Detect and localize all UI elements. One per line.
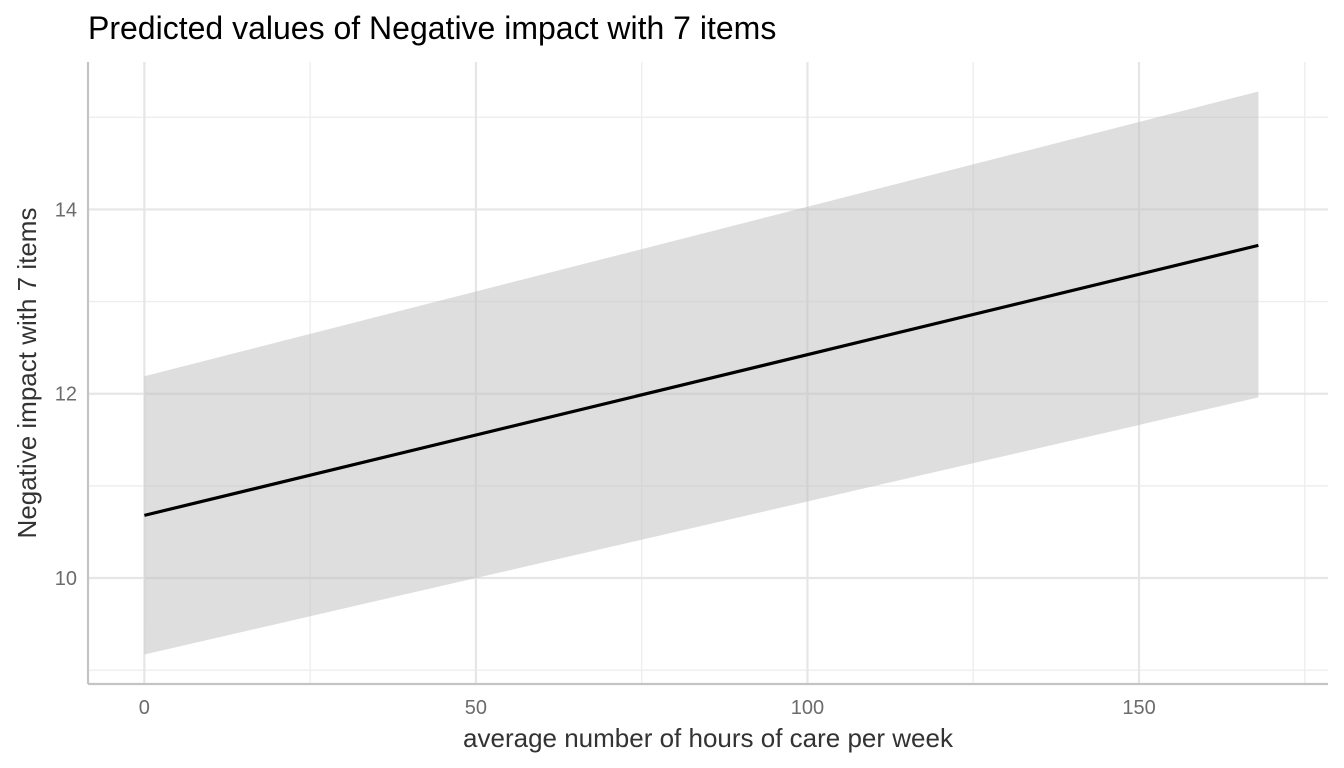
y-axis-label: Negative impact with 7 items (12, 208, 42, 539)
x-tick-label-150: 150 (1122, 697, 1155, 719)
y-tick-label-10: 10 (55, 568, 77, 590)
y-tick-labels: 10 12 14 (55, 199, 77, 590)
x-tick-labels: 0 50 100 150 (139, 697, 1156, 719)
confidence-band-layer (144, 91, 1259, 655)
confidence-band-0 (144, 91, 1259, 655)
x-tick-label-100: 100 (791, 697, 824, 719)
axes (86, 62, 1328, 686)
y-tick-label-14: 14 (55, 199, 77, 221)
chart-title: Predicted values of Negative impact with… (88, 10, 776, 46)
x-tick-label-0: 0 (139, 697, 150, 719)
y-tick-label-12: 12 (55, 384, 77, 406)
fit-line-0 (143, 243, 1259, 517)
x-axis-label: average number of hours of care per week (463, 723, 954, 753)
fit-line-layer (143, 243, 1259, 517)
x-tick-label-50: 50 (465, 697, 487, 719)
